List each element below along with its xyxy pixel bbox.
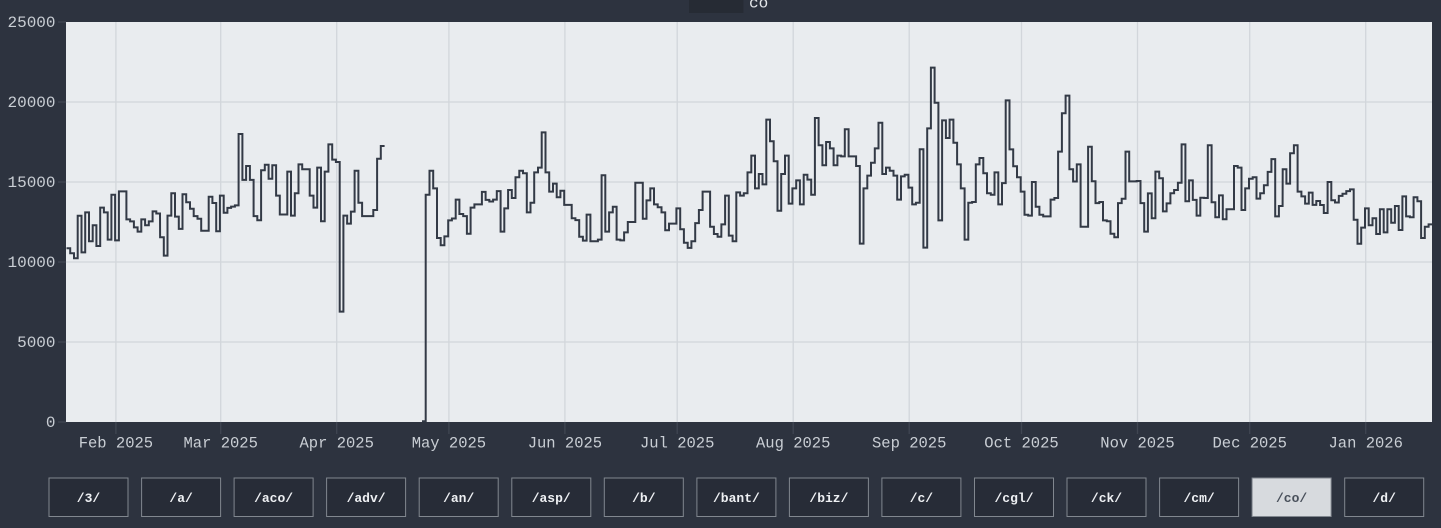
svg-text:/asp/: /asp/ bbox=[532, 491, 571, 506]
svg-text:Feb 2025: Feb 2025 bbox=[79, 435, 153, 453]
svg-text:/3/: /3/ bbox=[77, 491, 101, 506]
svg-text:/biz/: /biz/ bbox=[809, 491, 848, 506]
svg-text:25000: 25000 bbox=[7, 14, 55, 32]
svg-text:/adv/: /adv/ bbox=[347, 491, 386, 506]
svg-text:Jun 2025: Jun 2025 bbox=[528, 435, 602, 453]
svg-text:Aug 2025: Aug 2025 bbox=[756, 435, 830, 453]
svg-text:10000: 10000 bbox=[7, 254, 55, 272]
svg-text:/aco/: /aco/ bbox=[254, 491, 293, 506]
svg-text:/bant/: /bant/ bbox=[713, 491, 760, 506]
svg-text:/d/: /d/ bbox=[1372, 491, 1396, 506]
svg-text:/c/: /c/ bbox=[910, 491, 934, 506]
svg-text:co: co bbox=[749, 0, 768, 13]
svg-text:May 2025: May 2025 bbox=[412, 435, 486, 453]
svg-text:Jul 2025: Jul 2025 bbox=[640, 435, 714, 453]
svg-text:Sep 2025: Sep 2025 bbox=[872, 435, 946, 453]
svg-text:Oct 2025: Oct 2025 bbox=[984, 435, 1058, 453]
svg-text:Dec 2025: Dec 2025 bbox=[1212, 435, 1286, 453]
svg-text:Jan 2026: Jan 2026 bbox=[1328, 435, 1402, 453]
svg-text:/cgl/: /cgl/ bbox=[994, 491, 1033, 506]
svg-text:/cm/: /cm/ bbox=[1183, 491, 1214, 506]
svg-text:5000: 5000 bbox=[17, 334, 55, 352]
svg-text:/ck/: /ck/ bbox=[1091, 491, 1122, 506]
svg-text:/b/: /b/ bbox=[632, 491, 656, 506]
svg-text:Mar 2025: Mar 2025 bbox=[183, 435, 257, 453]
svg-text:Nov 2025: Nov 2025 bbox=[1100, 435, 1174, 453]
svg-text:Apr 2025: Apr 2025 bbox=[299, 435, 373, 453]
svg-text:/an/: /an/ bbox=[443, 491, 474, 506]
svg-text:/co/: /co/ bbox=[1276, 491, 1307, 506]
svg-text:/a/: /a/ bbox=[169, 491, 193, 506]
svg-text:0: 0 bbox=[46, 414, 56, 432]
svg-text:15000: 15000 bbox=[7, 174, 55, 192]
svg-text:20000: 20000 bbox=[7, 94, 55, 112]
